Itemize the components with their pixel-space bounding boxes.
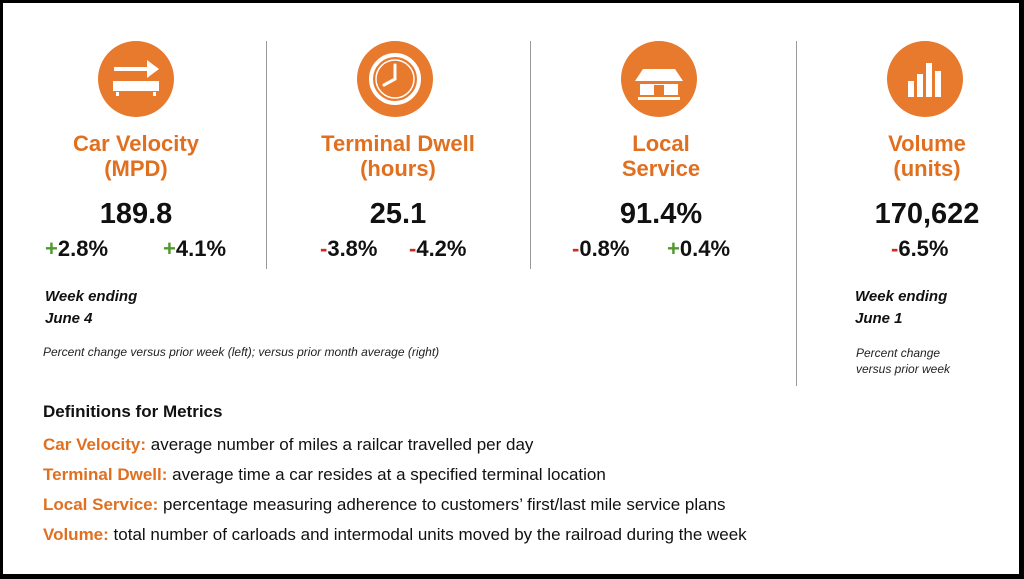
metrics-panel: Car Velocity (MPD) 189.8 +2.8% +4.1% Ter… <box>3 3 1019 574</box>
metric-title: Volume (units) <box>888 131 966 181</box>
change-vs-prior-week: -3.8% <box>320 236 378 261</box>
change-vs-prior-week: +2.8% <box>45 236 109 261</box>
week-ending-note: Week ending June 4 <box>45 288 138 327</box>
definition-item: Car Velocity: average number of miles a … <box>43 435 534 454</box>
warehouse-icon <box>621 41 697 117</box>
definition-item: Volume: total number of carloads and int… <box>43 525 747 544</box>
definitions-title: Definitions for Metrics <box>43 402 223 421</box>
definition-item: Local Service: percentage measuring adhe… <box>43 495 726 514</box>
metric-title: Local Service <box>621 131 701 181</box>
change-vs-prior-week: -0.8% <box>572 236 630 261</box>
metric-title: Terminal Dwell (hours) <box>321 131 475 181</box>
metric-value: 25.1 <box>369 198 427 230</box>
change-vs-prior-month: -4.2% <box>409 236 467 261</box>
railcar-arrow-icon <box>98 41 174 117</box>
change-vs-prior-month: +0.4% <box>667 236 731 261</box>
definition-item: Terminal Dwell: average time a car resid… <box>43 465 606 484</box>
metric-value: 170,622 <box>874 198 980 230</box>
week-ending-note: Week ending June 1 <box>855 288 948 327</box>
metric-title: Car Velocity (MPD) <box>73 131 199 181</box>
divider <box>266 41 267 269</box>
clock-icon <box>357 41 433 117</box>
bar-chart-icon <box>887 41 963 117</box>
change-caption: Percent change versus prior week (left);… <box>43 345 440 359</box>
change-caption: Percent change versus prior week <box>856 346 951 376</box>
change-vs-prior-week: -6.5% <box>891 236 949 261</box>
metric-value: 189.8 <box>99 198 173 230</box>
change-vs-prior-month: +4.1% <box>163 236 227 261</box>
metric-value: 91.4% <box>619 198 703 230</box>
divider <box>530 41 531 269</box>
divider <box>796 41 797 386</box>
